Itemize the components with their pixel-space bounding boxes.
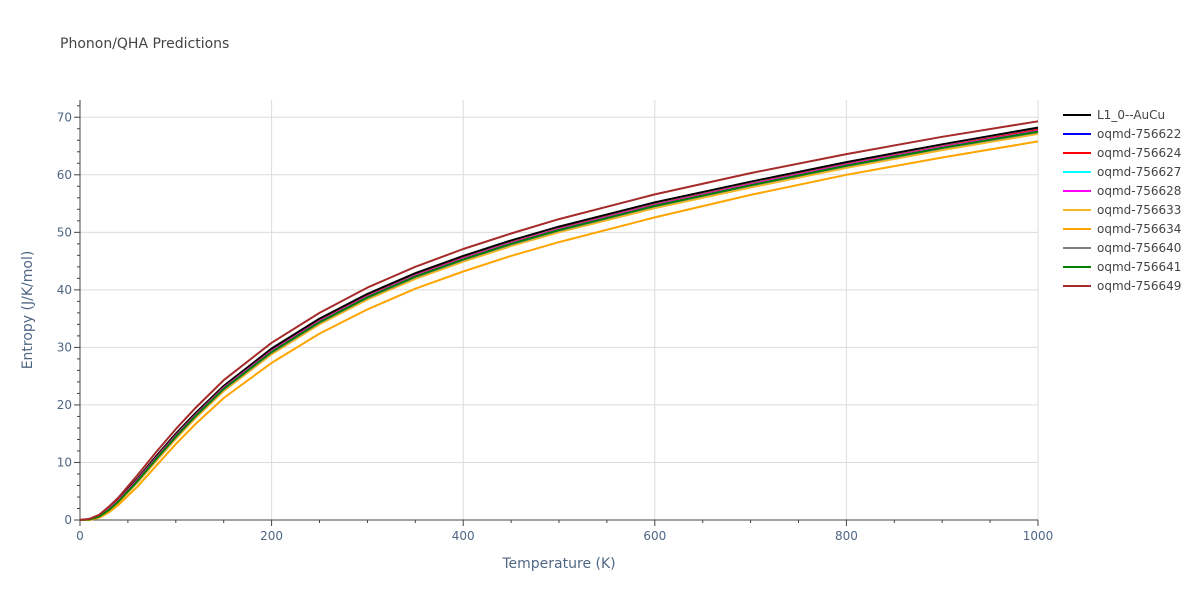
chart-title: Phonon/QHA Predictions [60, 36, 230, 52]
y-tick-label: 50 [57, 225, 72, 239]
legend-entry: L1_0--AuCu [1097, 108, 1165, 122]
y-tick-label: 40 [57, 283, 72, 297]
y-tick-label: 0 [64, 513, 72, 527]
x-tick-label: 0 [76, 529, 84, 543]
y-tick-label: 70 [57, 110, 72, 124]
y-tick-label: 60 [57, 168, 72, 182]
x-axis-label: Temperature (K) [501, 556, 615, 572]
legend-entry: oqmd-756628 [1097, 184, 1181, 198]
legend-entry: oqmd-756641 [1097, 260, 1181, 274]
series-line-L1_0--AuCu [79, 126, 1039, 521]
series-line-oqmd-756622 [79, 128, 1039, 521]
series-line-oqmd-756624 [79, 128, 1039, 521]
legend-entry: oqmd-756640 [1097, 241, 1181, 255]
series-line-oqmd-756641 [79, 130, 1039, 521]
x-tick-label: 600 [643, 529, 666, 543]
series-line-oqmd-756634 [80, 140, 1039, 521]
y-tick-label: 20 [57, 398, 72, 412]
legend-entry: oqmd-756627 [1097, 165, 1181, 179]
y-axis-label: Entropy (J/K/mol) [20, 251, 36, 370]
x-tick-label: 1000 [1023, 529, 1054, 543]
series-line-oqmd-756627 [79, 130, 1039, 521]
series-line-oqmd-756640 [79, 131, 1039, 521]
legend-entry: oqmd-756622 [1097, 127, 1181, 141]
x-tick-label: 800 [835, 529, 858, 543]
x-tick-label: 200 [260, 529, 283, 543]
series-line-oqmd-756628 [79, 130, 1039, 521]
y-tick-label: 10 [57, 455, 72, 469]
legend-entry: oqmd-756633 [1097, 203, 1181, 217]
series-line-oqmd-756649 [79, 120, 1039, 521]
x-tick-label: 400 [452, 529, 475, 543]
legend-entry: oqmd-756649 [1097, 279, 1181, 293]
legend-entry: oqmd-756624 [1097, 146, 1181, 160]
legend-entry: oqmd-756634 [1097, 222, 1181, 236]
y-tick-label: 30 [57, 340, 72, 354]
